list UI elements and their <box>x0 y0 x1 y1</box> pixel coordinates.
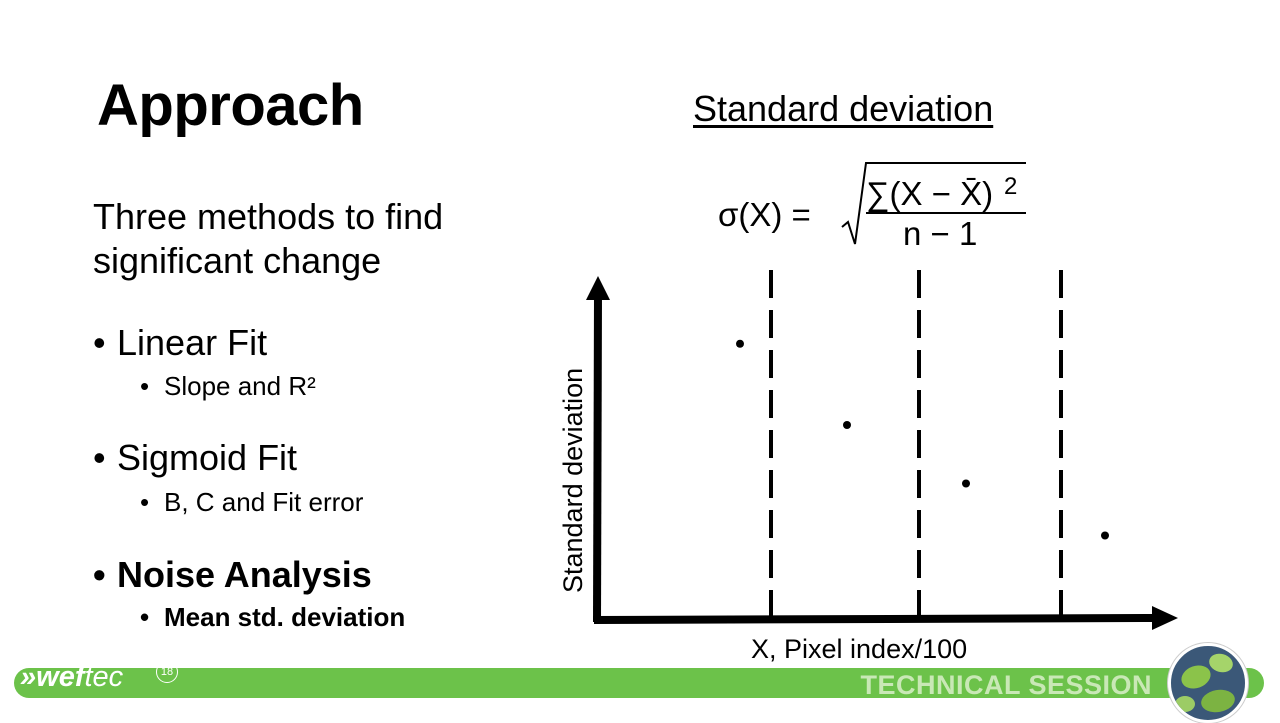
chart-heading: Standard deviation <box>693 88 994 129</box>
formula-numerator: ∑(X − X̄) <box>866 175 993 212</box>
y-axis <box>593 294 602 623</box>
slide-title: Approach <box>97 73 364 138</box>
bullet-dot: • <box>93 437 106 478</box>
bullet-noise-analysis: • Noise Analysis <box>93 554 372 596</box>
bullet-label: Sigmoid Fit <box>117 437 298 478</box>
logo-chevron-icon: » <box>20 661 37 693</box>
y-axis-label: Standard deviation <box>558 368 588 593</box>
footer-bar <box>14 668 1264 698</box>
sub-bullet-sigmoid-fit: • B, C and Fit error <box>140 487 363 518</box>
sub-bullet-noise-analysis: • Mean std. deviation <box>140 602 405 633</box>
bullet-dot: • <box>140 602 150 632</box>
x-axis-arrow <box>1152 606 1178 630</box>
logo-badge: 18 <box>156 661 178 683</box>
lily-pad-emblem-icon <box>1168 643 1248 723</box>
data-point <box>962 479 970 488</box>
x-axis-label: X, Pixel index/100 <box>751 634 967 664</box>
bullet-label: Noise Analysis <box>117 554 372 595</box>
sub-bullet-label: B, C and Fit error <box>164 487 364 517</box>
formula-exponent: 2 <box>1004 173 1017 200</box>
sub-bullet-label: Mean std. deviation <box>164 602 406 632</box>
bullet-linear-fit: • Linear Fit <box>93 322 267 364</box>
data-points <box>736 339 1109 540</box>
bullet-dot: • <box>93 322 106 363</box>
sub-bullet-label: Slope and R² <box>164 371 316 401</box>
technical-session-label: TECHNICAL SESSION <box>860 670 1152 700</box>
y-axis-arrow <box>586 276 610 300</box>
sub-bullet-linear-fit: • Slope and R² <box>140 371 316 402</box>
dashed-dividers <box>769 270 1063 622</box>
data-point <box>843 421 851 429</box>
sqrt-sign <box>841 162 1026 245</box>
slide-subtitle: Three methods to find significant change <box>93 196 444 281</box>
data-point <box>1101 531 1109 540</box>
bullet-sigmoid-fit: • Sigmoid Fit <box>93 437 297 479</box>
logo-tec: tec <box>84 661 124 693</box>
bullet-dot: • <box>140 371 150 401</box>
bullet-label: Linear Fit <box>117 322 268 363</box>
formula-denominator: n − 1 <box>903 215 977 252</box>
x-axis <box>593 614 1159 624</box>
logo-main: wef <box>36 661 85 693</box>
bullet-dot: • <box>93 554 106 595</box>
bullet-dot: • <box>140 487 150 517</box>
data-point <box>736 339 744 348</box>
formula-lhs: σ(X) = <box>718 196 811 233</box>
weftec-logo: »weftec <box>20 661 123 694</box>
